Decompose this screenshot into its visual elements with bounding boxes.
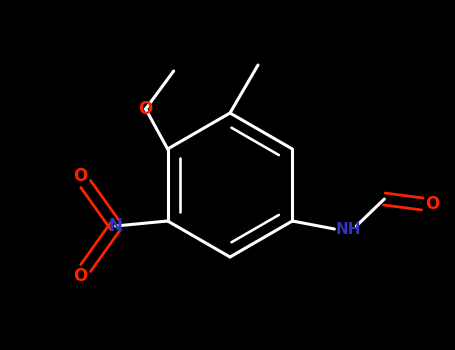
Text: N: N: [109, 217, 122, 235]
Text: O: O: [74, 167, 88, 185]
Text: O: O: [74, 267, 88, 285]
Text: O: O: [425, 195, 440, 213]
Text: O: O: [138, 100, 153, 118]
Text: NH: NH: [336, 222, 361, 237]
